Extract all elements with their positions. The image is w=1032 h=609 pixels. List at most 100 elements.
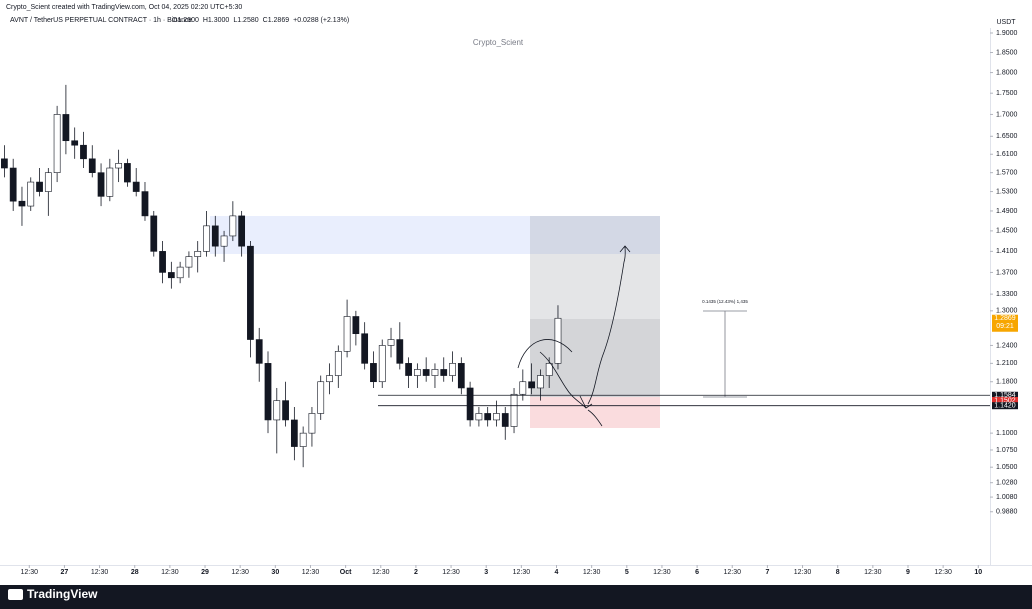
candle-body — [352, 316, 360, 335]
candle-body — [422, 369, 430, 376]
x-tick-label: 12:30 — [513, 569, 531, 576]
background — [0, 0, 1032, 585]
ohlc-legend: O1.2600 H1.3000 L1.2580 C1.2869 +0.0288 (+2.… — [172, 17, 349, 24]
y-tick-label: 1.4900 — [996, 208, 1018, 215]
x-tick-label: 29 — [201, 569, 209, 576]
candle-body — [185, 256, 193, 268]
candle-body — [203, 225, 210, 252]
candle-body — [238, 215, 246, 247]
candle-body — [528, 381, 535, 389]
price-label-box — [992, 402, 1018, 410]
candle-body — [106, 167, 114, 197]
x-tick-label: 5 — [625, 569, 629, 576]
y-tick-label: 1.8500 — [996, 49, 1018, 56]
candles — [1, 84, 562, 468]
projection-arrow — [587, 245, 631, 405]
candle-body — [554, 317, 562, 364]
candle-body — [466, 387, 474, 421]
price-label: 1.1420 — [994, 403, 1016, 410]
candle-body — [247, 245, 254, 340]
candle-body — [282, 400, 289, 421]
x-tick-label: 30 — [271, 569, 279, 576]
candle-body — [53, 114, 61, 173]
candle-body — [176, 266, 184, 279]
candle-body — [255, 339, 263, 364]
y-tick-label: 1.5300 — [996, 188, 1018, 195]
legend-item: O1.2600 — [172, 17, 199, 24]
candle-body — [264, 363, 272, 421]
candle-body — [484, 413, 492, 421]
candle-body — [545, 363, 553, 376]
legend-item: +0.0288 (+2.13%) — [293, 17, 349, 24]
y-tick-label: 0.9880 — [996, 509, 1018, 516]
x-tick-label: 2 — [414, 569, 418, 576]
candle-body — [167, 272, 175, 279]
candle-body — [396, 339, 404, 364]
candle-body — [88, 158, 96, 173]
candle-body — [220, 235, 228, 247]
candle-body — [501, 413, 509, 427]
y-tick-label: 1.5700 — [996, 170, 1018, 177]
candle-body — [537, 375, 544, 389]
candle-body — [150, 215, 158, 252]
candle-body — [519, 381, 527, 395]
y-tick-label: 1.7000 — [996, 111, 1018, 118]
x-tick-label: 12:30 — [794, 569, 812, 576]
y-tick-label: 1.2100 — [996, 360, 1018, 367]
candle-body — [317, 381, 325, 414]
candle-body — [18, 200, 26, 207]
drawing-stroke — [587, 409, 603, 427]
y-tick-label: 1.3700 — [996, 269, 1018, 276]
x-tick-label: Oct — [340, 569, 352, 576]
candle-body — [71, 140, 79, 146]
x-tick-label: 12:30 — [583, 569, 601, 576]
credit: Crypto_Scient created with TradingView.c… — [6, 4, 242, 11]
candle-body — [1, 158, 8, 169]
candle-body — [299, 432, 307, 447]
price-label: 1.2869 — [994, 315, 1016, 322]
y-tick-label: 1.9000 — [996, 30, 1018, 37]
footer-bar — [0, 585, 1032, 609]
candle-body — [326, 375, 333, 383]
x-tick-label: 12:30 — [372, 569, 390, 576]
y-tick-label: 1.1000 — [996, 430, 1018, 437]
candle-body — [211, 225, 219, 247]
supply-zone — [210, 216, 660, 254]
candle-body — [457, 363, 465, 389]
candle-body — [334, 351, 342, 376]
x-tick-label: 27 — [61, 569, 69, 576]
y-tick-label: 1.4100 — [996, 248, 1018, 255]
y-tick-label: 1.8000 — [996, 69, 1018, 76]
y-tick-label: 1.0080 — [996, 494, 1018, 501]
drawing-arc — [517, 339, 573, 369]
price-label-box — [992, 391, 1018, 399]
candle-body — [141, 191, 149, 217]
currency: USDT — [996, 19, 1016, 26]
x-tick-label: 12:30 — [653, 569, 671, 576]
candle-body — [44, 172, 52, 192]
price-label: 1.1502 — [994, 397, 1016, 404]
candle-body — [290, 419, 298, 447]
x-tick-label: 8 — [836, 569, 840, 576]
x-tick-label: 4 — [555, 569, 559, 576]
y-tick-label: 1.4500 — [996, 228, 1018, 235]
legend-item: C1.2869 — [263, 17, 290, 24]
candle-body — [80, 144, 87, 160]
candle-body — [405, 363, 412, 376]
candle-body — [510, 393, 518, 427]
candle-body — [9, 167, 17, 202]
candle-body — [229, 215, 237, 237]
candle-body — [440, 369, 448, 376]
candle-body — [387, 339, 395, 346]
y-tick-label: 1.0750 — [996, 447, 1018, 454]
legend-item: L1.2580 — [233, 17, 258, 24]
watermark: Crypto_Scient — [473, 38, 524, 47]
y-tick-label: 1.3000 — [996, 308, 1018, 315]
x-tick-label: 12:30 — [723, 569, 741, 576]
candle-body — [27, 181, 35, 207]
candle-body — [431, 369, 439, 376]
candle-body — [97, 172, 105, 197]
candle-body — [36, 181, 43, 192]
